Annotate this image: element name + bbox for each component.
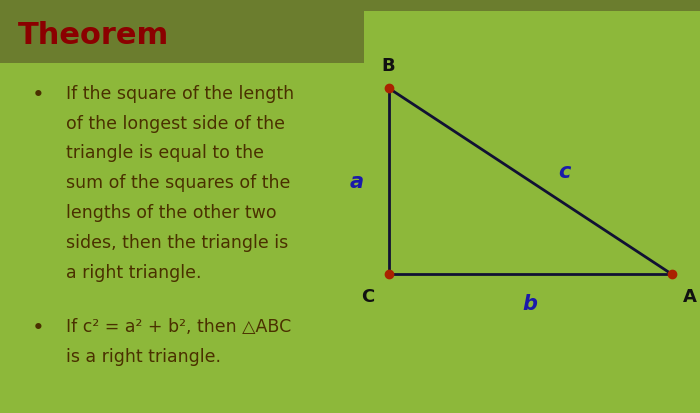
Text: a: a xyxy=(350,172,364,192)
Text: C: C xyxy=(361,287,374,305)
Text: c: c xyxy=(559,161,570,181)
Text: sides, then the triangle is: sides, then the triangle is xyxy=(66,233,288,251)
Text: If the square of the length: If the square of the length xyxy=(66,85,295,102)
Text: A: A xyxy=(682,287,696,305)
Bar xyxy=(0,0,700,12)
Text: If c² = a² + b², then △ABC: If c² = a² + b², then △ABC xyxy=(66,318,292,335)
Text: B: B xyxy=(382,57,395,74)
Text: is a right triangle.: is a right triangle. xyxy=(66,347,221,365)
Text: lengths of the other two: lengths of the other two xyxy=(66,204,277,221)
Bar xyxy=(0,0,364,64)
Text: a right triangle.: a right triangle. xyxy=(66,263,202,281)
Text: Theorem: Theorem xyxy=(18,21,169,50)
Text: b: b xyxy=(523,293,538,313)
Text: •: • xyxy=(32,85,45,104)
Text: triangle is equal to the: triangle is equal to the xyxy=(66,144,265,162)
Text: sum of the squares of the: sum of the squares of the xyxy=(66,174,291,192)
Text: •: • xyxy=(32,318,45,337)
Text: of the longest side of the: of the longest side of the xyxy=(66,114,286,132)
